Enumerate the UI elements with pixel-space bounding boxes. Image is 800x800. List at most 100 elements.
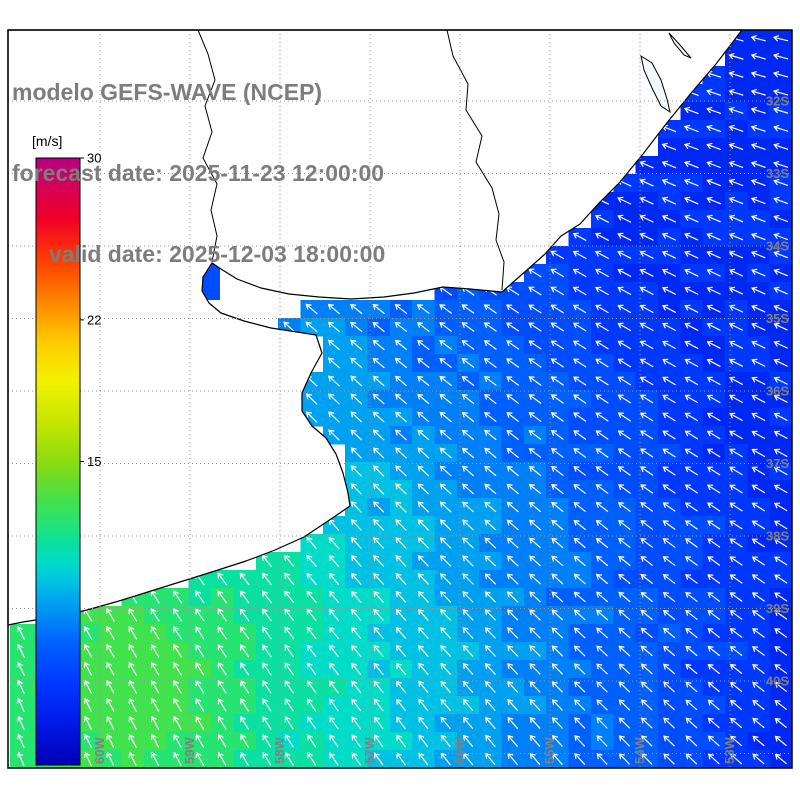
wave-arrow-icon [394, 429, 407, 441]
wave-arrow-icon [17, 715, 25, 730]
wave-arrow-icon [640, 484, 654, 494]
wave-arrow-icon [150, 751, 159, 766]
wave-arrow-icon [284, 716, 294, 730]
wave-arrow-icon [617, 430, 631, 440]
wave-arrow-icon [395, 537, 407, 549]
wave-arrow-icon [261, 554, 272, 568]
wave-arrow-icon [595, 591, 608, 603]
wave-arrow-icon [707, 663, 720, 674]
wave-arrow-icon [439, 322, 452, 332]
wave-arrow-icon [485, 752, 496, 765]
wave-arrow-icon [173, 590, 183, 604]
wave-arrow-icon [662, 430, 676, 440]
wave-arrow-icon [573, 484, 586, 494]
wave-arrow-icon [662, 484, 676, 494]
wave-arrow-icon [618, 591, 631, 603]
wave-arrow-icon [661, 160, 677, 169]
wave-arrow-icon [728, 286, 744, 295]
wave-arrow-icon [684, 448, 698, 458]
wave-arrow-icon [707, 681, 720, 693]
wave-arrow-icon [773, 89, 789, 96]
wave-arrow-icon [640, 699, 653, 711]
wave-arrow-icon [750, 214, 766, 223]
wave-arrow-icon [639, 286, 654, 295]
map-frame [7, 29, 793, 769]
wave-arrow-icon [373, 501, 385, 513]
wave-arrow-icon [507, 645, 519, 657]
wave-arrow-icon [484, 519, 497, 531]
wave-arrow-icon [773, 71, 789, 78]
wave-arrow-icon [551, 663, 563, 675]
wave-arrow-icon [195, 733, 204, 748]
wave-arrow-icon [173, 715, 182, 730]
wave-arrow-icon [752, 682, 765, 692]
wave-arrow-icon [350, 393, 363, 405]
wave-arrow-icon [195, 698, 205, 712]
wave-arrow-icon [483, 340, 497, 350]
lat-label-35S: 35S [766, 311, 789, 326]
wave-arrow-icon [462, 716, 474, 729]
wave-arrow-icon [173, 680, 182, 694]
wave-arrow-icon [728, 71, 744, 78]
wave-arrow-icon [262, 662, 272, 676]
wave-arrow-icon [528, 537, 541, 549]
wave-arrow-icon [751, 592, 765, 602]
wave-arrow-icon [439, 447, 452, 459]
wave-arrow-icon [507, 716, 518, 729]
wave-arrow-icon [639, 178, 654, 187]
wave-arrow-icon [618, 753, 630, 765]
wave-arrow-icon [773, 107, 789, 114]
lon-label-55W: 55W [542, 737, 557, 764]
wave-arrow-icon [439, 501, 452, 513]
wave-arrow-icon [551, 573, 564, 585]
wave-arrow-icon [639, 304, 654, 313]
wave-arrow-icon [507, 734, 518, 747]
wave-arrow-icon [150, 644, 160, 658]
wave-arrow-icon [417, 626, 429, 639]
wave-arrow-icon [528, 358, 542, 368]
wave-arrow-icon [661, 304, 676, 313]
wave-arrow-icon [373, 537, 384, 549]
inland-border-river [446, 29, 505, 291]
wave-arrow-icon [483, 376, 497, 386]
wave-arrow-icon [706, 196, 721, 205]
wave-arrow-icon [528, 286, 542, 296]
wave-arrow-icon [617, 448, 631, 458]
wave-arrow-icon [239, 608, 250, 622]
wave-arrow-icon [573, 609, 586, 621]
wave-arrow-icon [373, 752, 384, 766]
wave-arrow-icon [596, 717, 608, 729]
wave-arrow-icon [440, 591, 452, 603]
wave-arrow-icon [150, 679, 160, 694]
wave-arrow-icon [529, 699, 541, 711]
wave-arrow-icon [327, 321, 340, 333]
wave-arrow-icon [551, 501, 564, 512]
wave-arrow-icon [462, 627, 474, 639]
wave-arrow-icon [752, 628, 765, 638]
wave-arrow-icon [462, 609, 474, 621]
model-title: modelo GEFS-WAVE (NCEP) [12, 79, 323, 105]
wave-arrow-icon [640, 591, 653, 602]
wave-arrow-icon [706, 178, 721, 187]
wave-arrow-icon [683, 160, 699, 169]
wave-arrow-icon [617, 250, 632, 259]
wave-arrow-icon [773, 304, 788, 313]
wave-arrow-icon [173, 751, 182, 766]
wave-arrow-icon [618, 555, 631, 566]
wave-arrow-icon [350, 483, 362, 495]
wave-arrow-icon [83, 661, 93, 676]
wave-arrow-icon [595, 466, 609, 476]
wave-arrow-icon [551, 591, 564, 603]
wave-arrow-icon [773, 143, 789, 150]
wave-arrow-icon [327, 303, 340, 315]
wave-arrow-icon [706, 394, 721, 404]
wave-arrow-icon [773, 502, 788, 512]
wave-arrow-icon [751, 574, 765, 584]
wave-arrow-icon [550, 286, 564, 296]
wave-arrow-icon [572, 376, 587, 386]
lat-label-36S: 36S [766, 384, 789, 399]
wave-arrow-icon [284, 698, 294, 712]
wave-arrow-icon [484, 465, 497, 477]
wave-arrow-icon [573, 537, 586, 549]
wave-arrow-icon [596, 735, 608, 747]
